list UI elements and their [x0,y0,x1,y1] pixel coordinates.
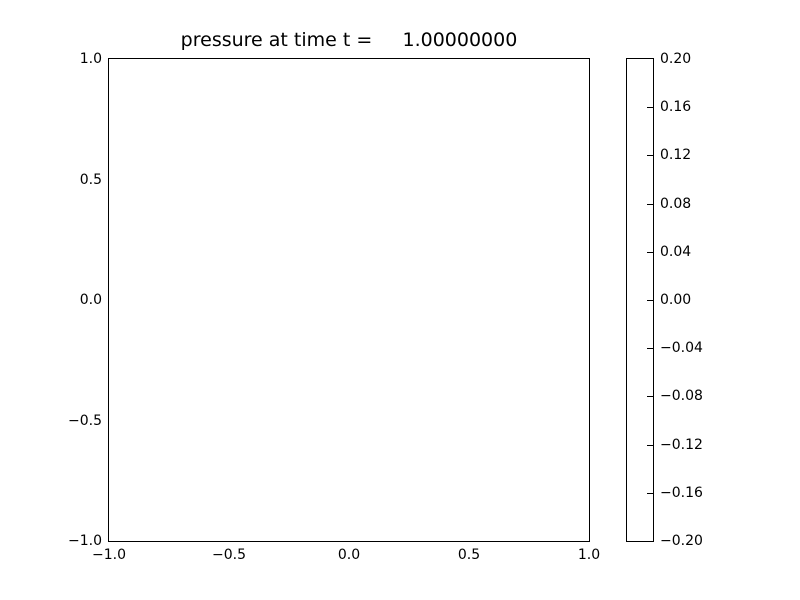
y-tick-label: −1.0 [68,533,102,549]
colorbar-tick-label: 0.16 [660,99,692,115]
colorbar [626,58,654,542]
y-tick-label: −0.5 [68,413,102,429]
x-tick-label: −1.0 [92,547,126,563]
colorbar-tick-label: −0.04 [660,340,703,356]
x-tick-label: −0.5 [212,547,246,563]
colorbar-tick-label: 0.04 [660,244,692,260]
colorbar-tick [647,155,653,156]
y-tick-label: 0.0 [79,292,102,308]
colorbar-tick-label: 0.00 [660,292,692,308]
colorbar-tick-label: −0.12 [660,437,703,453]
x-tick-label: 0.5 [457,547,481,563]
colorbar-tick [647,107,653,108]
y-tick-label: 1.0 [79,51,102,67]
colorbar-tick-label: −0.08 [660,388,703,404]
colorbar-tick-label: −0.20 [660,533,703,549]
colorbar-tick [647,396,653,397]
plot-area [108,58,590,542]
colorbar-tick-label: 0.20 [660,51,692,67]
y-tick-label: 0.5 [79,172,102,188]
colorbar-tick-label: 0.08 [660,196,692,212]
colorbar-tick [647,493,653,494]
colorbar-tick [647,300,653,301]
plot-title: pressure at time t = 1.00000000 [180,29,518,51]
pressure-heatmap-canvas [109,59,589,541]
colorbar-tick [647,348,653,349]
colorbar-tick-label: −0.16 [660,485,703,501]
x-tick-label: 1.0 [577,547,601,563]
colorbar-tick [647,445,653,446]
colorbar-tick-label: 0.12 [660,147,692,163]
x-tick-label: 0.0 [337,547,361,563]
colorbar-tick [647,252,653,253]
colorbar-tick [647,204,653,205]
